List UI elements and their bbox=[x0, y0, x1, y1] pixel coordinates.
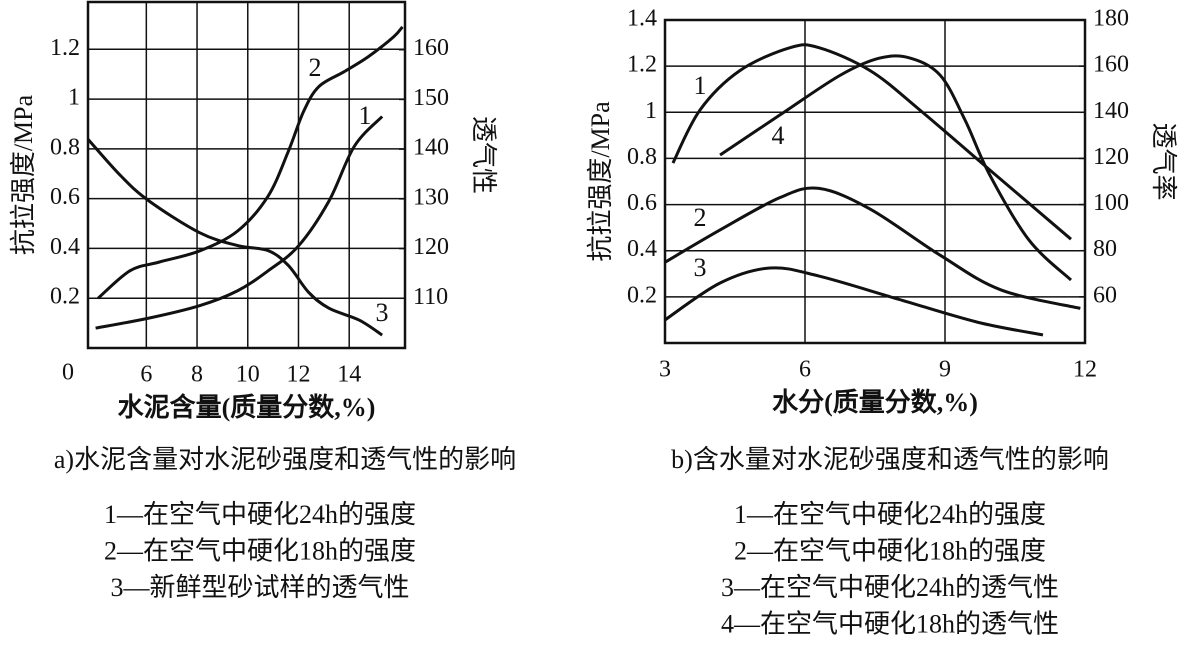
y-axis-label: 抗拉强度/MPa bbox=[9, 94, 38, 255]
y-tick-label: 0.8 bbox=[50, 134, 80, 160]
y2-tick-label: 120 bbox=[413, 234, 449, 260]
plot-frame bbox=[663, 18, 1087, 345]
y-tick-label: 0 bbox=[62, 360, 74, 386]
series-label: 1 bbox=[694, 71, 707, 100]
y2-tick-label: 140 bbox=[413, 135, 449, 161]
y2-tick-label: 80 bbox=[1093, 236, 1117, 262]
series-label: 2 bbox=[309, 53, 322, 82]
y-tick-label: 0.6 bbox=[627, 190, 657, 216]
y2-tick-label: 130 bbox=[413, 184, 449, 210]
y2-tick-label: 110 bbox=[413, 284, 448, 310]
plot-frame bbox=[86, 0, 407, 350]
series-label: 2 bbox=[694, 203, 707, 232]
y2-axis-label: 透气率 bbox=[1149, 122, 1178, 200]
legend-entry: 4—在空气中硬化18h的透气性 bbox=[721, 609, 1059, 638]
x-tick-label: 6 bbox=[140, 362, 152, 388]
series-line bbox=[86, 138, 384, 337]
series-label: 3 bbox=[376, 298, 389, 327]
y-tick-label: 1 bbox=[645, 98, 657, 124]
legend-entry: 2—在空气中硬化18h的强度 bbox=[734, 536, 1046, 565]
y2-tick-label: 150 bbox=[413, 85, 449, 111]
series-label: 3 bbox=[694, 253, 707, 282]
legend-entry: 2—在空气中硬化18h的强度 bbox=[104, 536, 416, 565]
series-line bbox=[95, 115, 384, 330]
y-tick-label: 1 bbox=[68, 85, 80, 111]
y2-tick-label: 100 bbox=[1093, 190, 1129, 216]
series-line bbox=[664, 186, 1081, 310]
y-axis-label: 抗拉强度/MPa bbox=[586, 101, 615, 262]
x-tick-label: 12 bbox=[1073, 357, 1097, 383]
series-line bbox=[671, 43, 1072, 241]
y2-axis-label: 透气性 bbox=[469, 116, 498, 194]
legend-entry: 1—在空气中硬化24h的强度 bbox=[734, 500, 1046, 529]
legend-entry: 1—在空气中硬化24h的强度 bbox=[104, 500, 416, 529]
y2-tick-label: 160 bbox=[1093, 52, 1129, 78]
series-label: 1 bbox=[359, 101, 372, 130]
chart-caption: a)水泥含量对水泥砂强度和透气性的影响 bbox=[54, 445, 516, 474]
x-axis-label: 水泥含量(质量分数,%) bbox=[118, 392, 376, 422]
y-tick-label: 0.4 bbox=[627, 236, 657, 262]
legend-entry: 3—新鲜型砂试样的透气性 bbox=[110, 573, 409, 602]
chart-caption: b)含水量对水泥砂强度和透气性的影响 bbox=[671, 445, 1109, 474]
x-tick-label: 10 bbox=[236, 362, 260, 388]
y-tick-label: 1.2 bbox=[627, 52, 657, 78]
y2-tick-label: 180 bbox=[1093, 6, 1129, 32]
y-tick-label: 1.2 bbox=[50, 35, 80, 61]
y2-tick-label: 140 bbox=[1093, 98, 1129, 124]
x-tick-label: 14 bbox=[337, 362, 361, 388]
legend-entry: 3—在空气中硬化24h的透气性 bbox=[721, 573, 1059, 602]
x-tick-label: 8 bbox=[191, 362, 203, 388]
y-tick-label: 0.6 bbox=[50, 184, 80, 210]
y-tick-label: 0.4 bbox=[50, 234, 80, 260]
y2-tick-label: 120 bbox=[1093, 144, 1129, 170]
x-tick-label: 6 bbox=[799, 357, 811, 383]
series-line bbox=[664, 266, 1044, 337]
y-tick-label: 0.8 bbox=[627, 144, 657, 170]
x-tick-label: 9 bbox=[939, 357, 951, 383]
y2-tick-label: 160 bbox=[413, 35, 449, 61]
y-tick-label: 0.2 bbox=[50, 284, 80, 310]
x-tick-label: 3 bbox=[659, 357, 671, 383]
y-tick-label: 0.2 bbox=[627, 282, 657, 308]
series-label: 4 bbox=[772, 121, 785, 150]
y-tick-label: 1.4 bbox=[627, 6, 657, 32]
x-tick-label: 12 bbox=[286, 362, 310, 388]
series-line bbox=[719, 54, 1073, 282]
y2-tick-label: 60 bbox=[1093, 282, 1117, 308]
series-line bbox=[97, 25, 404, 300]
x-axis-label: 水分(质量分数,%) bbox=[772, 388, 978, 417]
